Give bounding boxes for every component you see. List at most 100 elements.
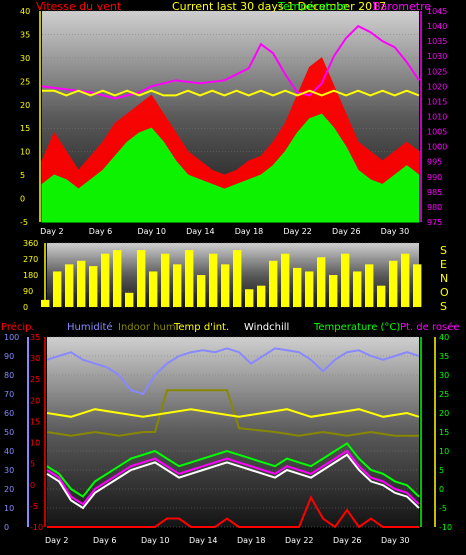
tick-label-left: 20 xyxy=(4,485,14,494)
x-tick-label: Day 2 xyxy=(45,536,68,545)
series-line xyxy=(46,442,420,498)
tick-label-left: 30 xyxy=(20,54,30,63)
tick-label-left: 30 xyxy=(4,466,14,475)
tick-label-left2: -5 xyxy=(30,502,38,511)
tick-label-right: 1010 xyxy=(427,113,447,122)
series-line xyxy=(42,89,420,97)
x-tick-label: Day 18 xyxy=(237,536,266,545)
tick-label-left: 0 xyxy=(4,523,9,532)
direction-bar xyxy=(365,264,374,307)
direction-bar xyxy=(53,271,62,307)
x-tick-label: Day 18 xyxy=(235,227,264,236)
legend-entry: Indoor hum xyxy=(118,322,176,333)
tick-label-right: 5 xyxy=(439,466,444,475)
x-tick-label: Day 6 xyxy=(89,227,112,236)
side-letter: O xyxy=(440,286,449,299)
x-tick-label: Day 14 xyxy=(186,227,215,236)
barometer-chart-title: Barometre xyxy=(373,0,431,13)
temperature-overlay-label: Température xyxy=(277,0,348,13)
tick-label-right: 1030 xyxy=(427,52,447,61)
tick-label-left: 180 xyxy=(23,271,38,280)
series-area xyxy=(41,113,420,223)
tick-label-right: -5 xyxy=(439,504,447,513)
tick-label-right: 35 xyxy=(439,352,449,361)
x-tick-label: Day 10 xyxy=(141,536,170,545)
tick-label-right: -10 xyxy=(439,523,452,532)
tick-label-left: 10 xyxy=(20,148,30,157)
side-letter: S xyxy=(440,244,447,257)
legend-entry: Windchill xyxy=(244,322,289,333)
x-tick-label: Day 26 xyxy=(333,536,362,545)
direction-bar xyxy=(221,264,230,307)
tick-label-right: 40 xyxy=(439,333,449,342)
series-line xyxy=(46,347,420,396)
tick-label-left2: 20 xyxy=(30,396,40,405)
tick-label-left: 90 xyxy=(23,287,33,296)
tick-label-left: 100 xyxy=(4,333,19,342)
tick-label-left2: 15 xyxy=(30,417,40,426)
tick-label-left: 35 xyxy=(20,30,30,39)
current-period-label: Current last 30 days 1 December 2017 xyxy=(172,0,386,13)
direction-bar xyxy=(125,292,134,307)
direction-bar xyxy=(377,285,386,307)
tick-label-left2: 5 xyxy=(30,460,35,469)
direction-bar xyxy=(113,250,122,307)
tick-label-left: 60 xyxy=(4,409,14,418)
direction-bar xyxy=(329,275,338,307)
direction-bar xyxy=(281,253,290,307)
tick-label-left: 360 xyxy=(23,239,38,248)
tick-label-right: 1005 xyxy=(427,128,447,137)
x-tick-label: Day 10 xyxy=(137,227,166,236)
tick-label-left2: 30 xyxy=(30,354,40,363)
series-line xyxy=(46,449,420,506)
direction-bar xyxy=(293,267,302,307)
tick-label-right: 25 xyxy=(439,390,449,399)
tick-label-right: 990 xyxy=(427,173,442,182)
tick-label-left2: 0 xyxy=(30,481,35,490)
tick-label-left2: 25 xyxy=(30,375,40,384)
tick-label-left2: 35 xyxy=(30,333,40,342)
tick-label-left: 70 xyxy=(4,390,14,399)
tick-label-right: 1035 xyxy=(427,37,447,46)
tick-label-left: 270 xyxy=(23,255,38,264)
tick-label-left: 10 xyxy=(4,504,14,513)
tick-label-left: 40 xyxy=(4,447,14,456)
direction-bar xyxy=(77,260,86,307)
x-tick-label: Day 6 xyxy=(93,536,116,545)
x-tick-label: Day 2 xyxy=(40,227,63,236)
tick-label-right: 1015 xyxy=(427,97,447,106)
x-tick-label: Day 22 xyxy=(283,227,312,236)
direction-bar xyxy=(341,253,350,307)
direction-bar xyxy=(161,253,170,307)
tick-label-right: 1020 xyxy=(427,82,447,91)
tick-label-right: 30 xyxy=(439,371,449,380)
legend-entry: Pt. de rosée xyxy=(400,321,460,333)
tick-label-right: 1000 xyxy=(427,143,447,152)
x-tick-label: Day 30 xyxy=(381,227,410,236)
wind-chart-title: Vitesse du vent xyxy=(36,0,122,13)
direction-bar xyxy=(173,264,182,307)
direction-bar xyxy=(353,271,362,307)
axis-layer: -505101520253035409759809859909951000100… xyxy=(4,7,452,545)
tick-label-right: 1040 xyxy=(427,22,447,31)
tick-label-right: 0 xyxy=(439,485,444,494)
tick-label-left2: 10 xyxy=(30,439,40,448)
series-line xyxy=(47,495,419,529)
tick-label-right: 975 xyxy=(427,218,442,227)
tick-label-right: 10 xyxy=(439,447,449,456)
series-line xyxy=(46,408,420,418)
side-letter: S xyxy=(440,300,447,313)
tick-label-right: 1045 xyxy=(427,7,447,16)
tick-label-left: 15 xyxy=(20,124,30,133)
direction-bar xyxy=(101,253,110,307)
legend-entry: Temp d'int. xyxy=(173,322,229,333)
direction-bar xyxy=(389,260,398,307)
tick-label-right: 1025 xyxy=(427,67,447,76)
tick-label-right: 20 xyxy=(439,409,449,418)
series-line xyxy=(46,389,419,437)
x-tick-label: Day 22 xyxy=(285,536,314,545)
